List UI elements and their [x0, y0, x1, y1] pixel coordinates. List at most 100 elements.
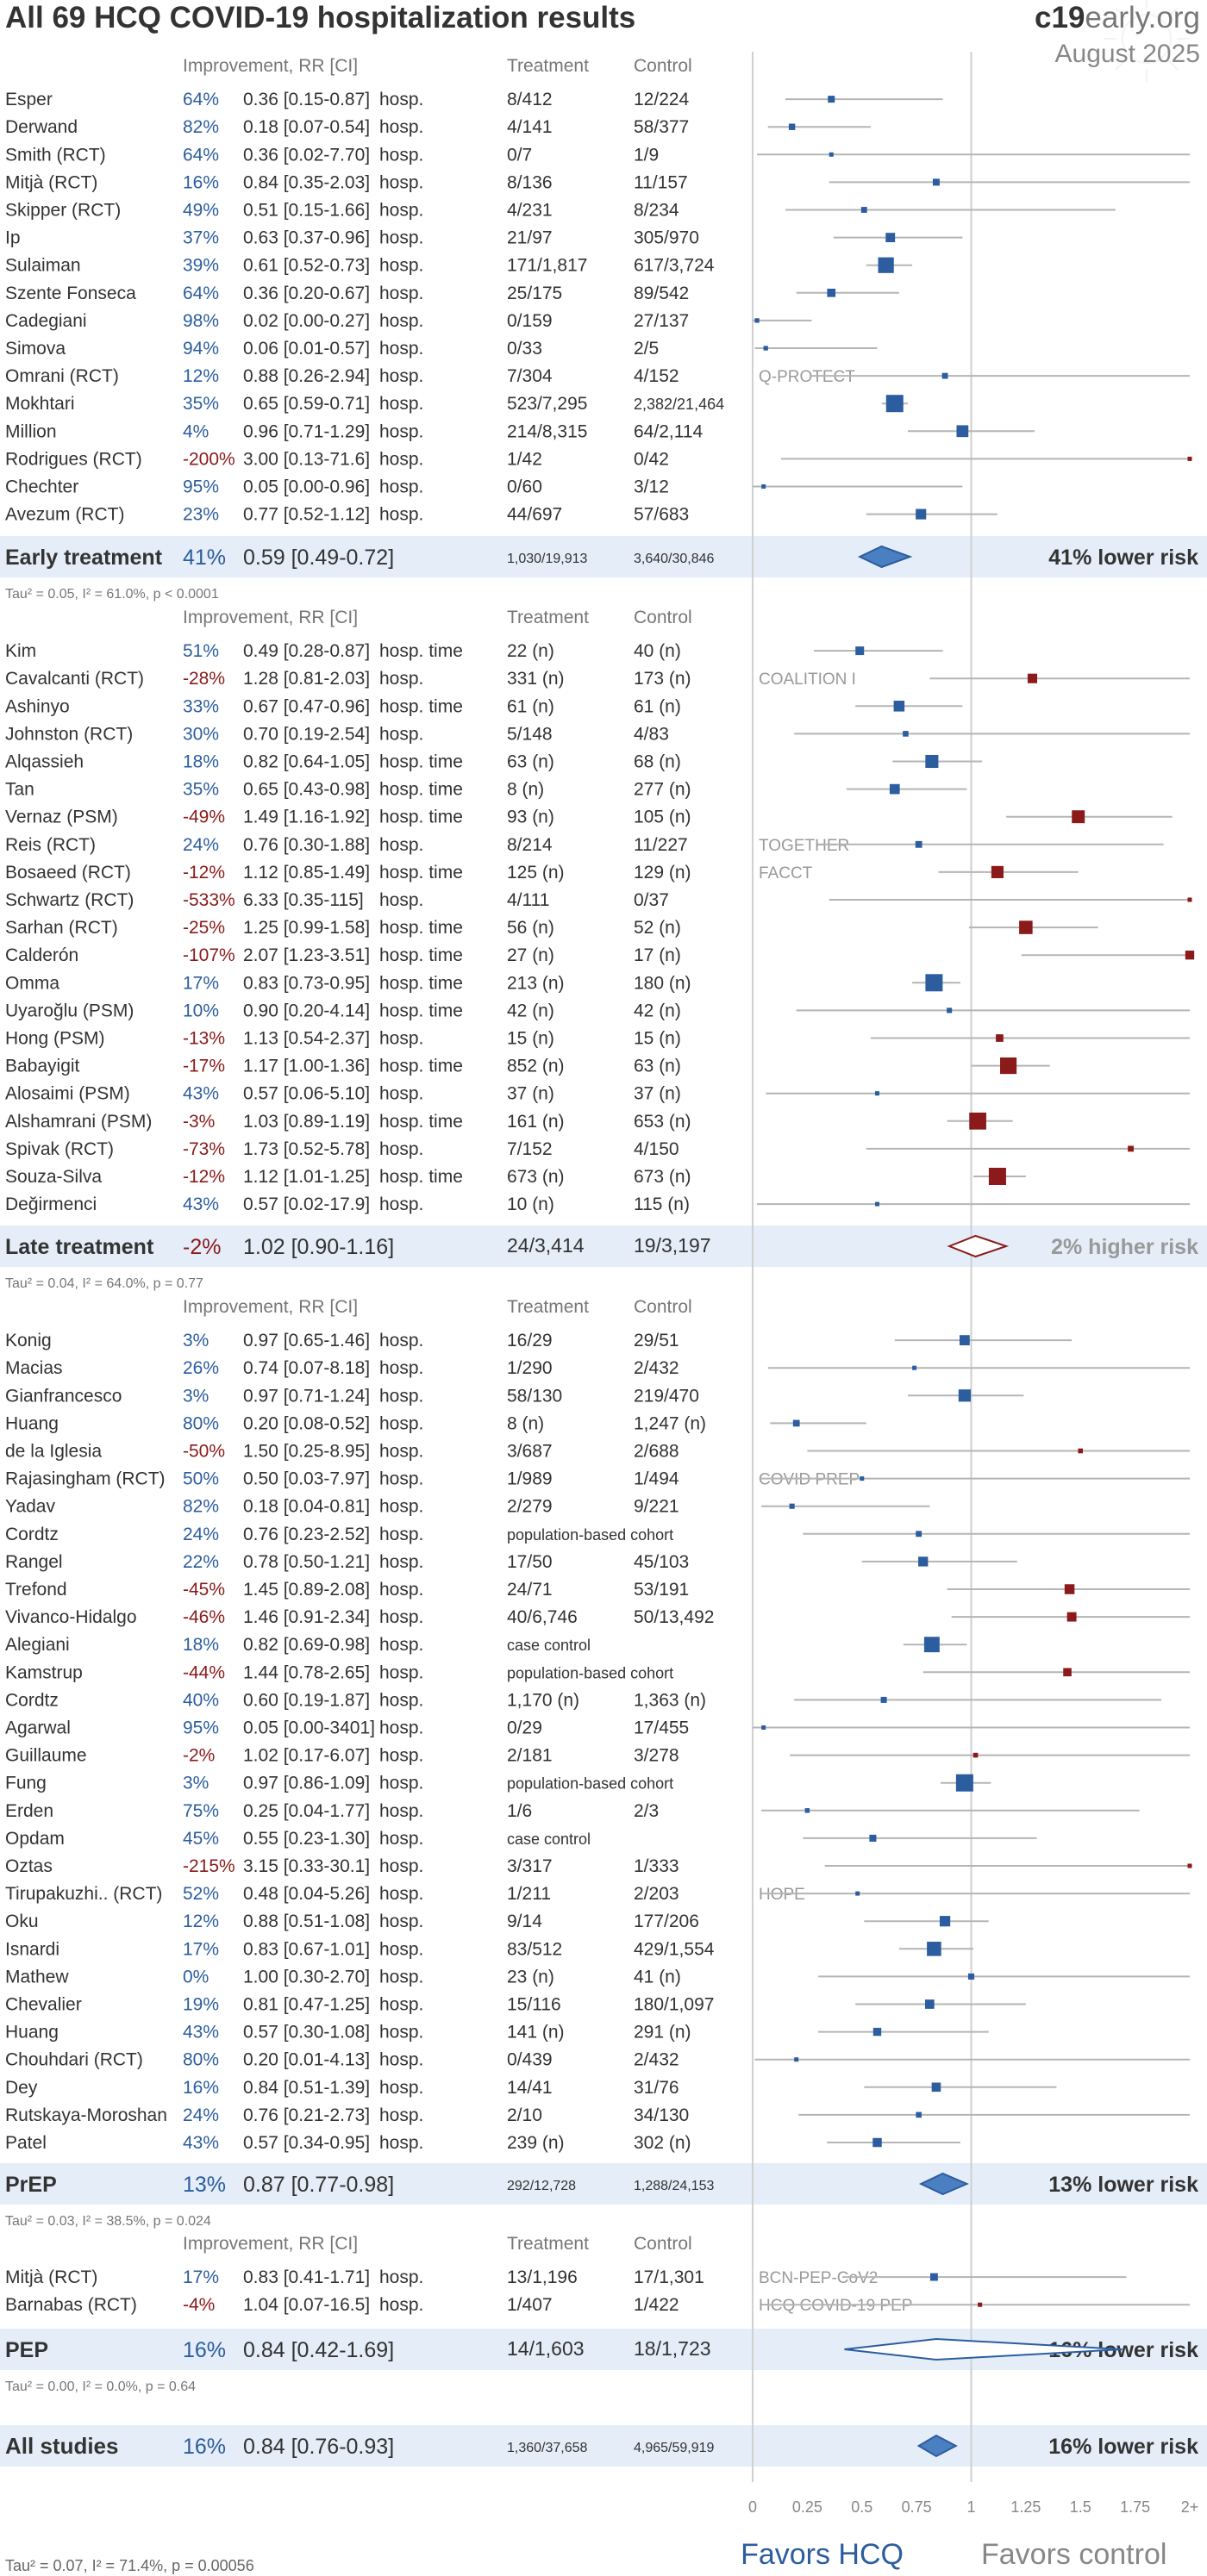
study-outcome: hosp.	[379, 2023, 423, 2043]
study-outcome: hosp.	[379, 1718, 423, 1738]
study-improvement: 18%	[183, 752, 219, 772]
study-name: Spivak (RCT)	[5, 1139, 114, 1159]
study-outcome: hosp.	[379, 90, 423, 109]
study-point-estimate	[829, 152, 834, 157]
study-point-estimate	[932, 178, 940, 186]
study-outcome: hosp.	[379, 1552, 423, 1572]
study-point-estimate	[959, 1335, 970, 1345]
study-point-estimate	[1187, 1863, 1192, 1868]
study-name: Alegiani	[5, 1635, 70, 1655]
study-name: Mitjà (RCT)	[5, 2267, 97, 2287]
study-trial-tag: BCN-PEP-CoV2	[759, 2269, 878, 2287]
study-outcome: hosp. time	[379, 1001, 463, 1020]
study-control-count: 219/470	[634, 1386, 699, 1406]
study-name: Omrani (RCT)	[5, 366, 119, 386]
study-treatment-count: 2/10	[507, 2105, 542, 2125]
study-point-estimate	[828, 96, 835, 103]
study-outcome: hosp.	[379, 1413, 423, 1433]
study-treatment-count: 42 (n)	[507, 1001, 554, 1020]
study-rr-ci: 0.57 [0.06-5.10]	[243, 1084, 370, 1104]
study-treatment-count: 8 (n)	[507, 1413, 544, 1433]
study-improvement: 16%	[183, 2078, 219, 2098]
study-rr-ci: 0.83 [0.67-1.01]	[243, 1939, 370, 1959]
summary-improvement: 41%	[183, 546, 226, 570]
study-treatment-count: 15/116	[507, 1995, 561, 2015]
study-rr-ci: 0.96 [0.71-1.29]	[243, 421, 370, 441]
study-control-count: 52 (n)	[634, 918, 681, 938]
study-point-estimate	[1066, 1612, 1077, 1622]
study-rr-ci: 1.00 [0.30-2.70]	[243, 1967, 370, 1987]
study-control-count: 0/37	[634, 890, 669, 910]
study-name: Macias	[5, 1358, 63, 1378]
study-treatment-count: 83/512	[507, 1939, 562, 1959]
summary-label: PrEP	[5, 2173, 57, 2197]
favors-control-label: Favors control	[981, 2538, 1166, 2571]
study-name: Kim	[5, 641, 36, 661]
study-rr-ci: 0.65 [0.59-0.71]	[243, 394, 370, 414]
study-outcome: hosp.	[379, 2078, 423, 2098]
study-treatment-count: 7/304	[507, 366, 553, 386]
study-name: Cordtz	[5, 1525, 59, 1544]
study-treatment-count: 25/175	[507, 284, 562, 303]
summary-heterogeneity: Tau² = 0.00, I² = 0.0%, p = 0.64	[5, 2380, 196, 2394]
study-improvement: 80%	[183, 2050, 219, 2070]
study-improvement: 43%	[183, 1194, 219, 1214]
study-improvement: -28%	[183, 669, 225, 689]
study-treatment-count: 0/7	[507, 145, 532, 165]
study-treatment-count: 56 (n)	[507, 918, 554, 938]
study-improvement: 43%	[183, 1084, 219, 1104]
study-improvement: -107%	[183, 945, 235, 965]
study-rr-ci: 1.28 [0.81-2.03]	[243, 669, 370, 689]
study-outcome: hosp.	[379, 505, 423, 525]
study-outcome: hosp. time	[379, 863, 463, 883]
study-control-count: 89/542	[634, 284, 689, 303]
study-outcome: hosp.	[379, 1358, 423, 1378]
study-rr-ci: 1.45 [0.89-2.08]	[243, 1580, 370, 1600]
study-improvement: 75%	[183, 1801, 219, 1821]
study-improvement: 26%	[183, 1358, 219, 1378]
study-rr-ci: 0.83 [0.41-1.71]	[243, 2267, 370, 2287]
study-point-estimate	[969, 1112, 986, 1130]
study-point-estimate	[860, 207, 867, 213]
study-improvement: -50%	[183, 1442, 225, 1462]
study-point-estimate	[1187, 897, 1192, 902]
overall-improvement: 16%	[183, 2435, 226, 2459]
study-control-count: 17/455	[634, 1718, 689, 1738]
summary-heterogeneity: Tau² = 0.05, I² = 61.0%, p < 0.0001	[5, 587, 219, 602]
study-improvement: 3%	[183, 1774, 209, 1793]
study-improvement: -200%	[183, 449, 235, 469]
study-point-estimate	[978, 2302, 983, 2307]
study-improvement: -45%	[183, 1580, 225, 1600]
study-trial-tag: TOGETHER	[759, 837, 849, 855]
study-outcome: hosp.	[379, 2105, 423, 2125]
study-outcome: hosp.	[379, 1856, 423, 1876]
study-treatment-count: 7/152	[507, 1139, 553, 1159]
study-treatment-count: 1/989	[507, 1469, 553, 1489]
study-name: Smith (RCT)	[5, 145, 106, 165]
study-name: Agarwal	[5, 1718, 71, 1738]
column-header-treatment: Treatment	[507, 2234, 589, 2254]
study-name: Rutskaya-Moroshan	[5, 2105, 167, 2125]
study-treatment-count: 0/33	[507, 339, 542, 359]
study-treatment-count: 3/317	[507, 1856, 553, 1876]
study-name: Calderón	[5, 945, 78, 965]
study-point-estimate	[855, 646, 865, 656]
study-outcome: hosp.	[379, 256, 423, 276]
study-point-estimate	[1185, 951, 1195, 960]
study-treatment-count: 13/1,196	[507, 2267, 578, 2287]
study-control-count: 1/494	[634, 1469, 679, 1489]
study-improvement: -12%	[183, 863, 225, 883]
column-header-improvement: Improvement, RR [CI]	[183, 2234, 358, 2254]
study-outcome: hosp.	[379, 394, 423, 414]
study-point-estimate	[761, 484, 766, 489]
study-rr-ci: 1.17 [1.00-1.36]	[243, 1057, 370, 1076]
summary-label: Late treatment	[5, 1235, 154, 1259]
study-treatment-count: 0/60	[507, 477, 542, 497]
study-treatment-count: 0/29	[507, 1718, 542, 1738]
study-control-count: 129 (n)	[634, 863, 691, 883]
study-outcome: hosp.	[379, 1139, 423, 1159]
study-improvement: 18%	[183, 1635, 219, 1655]
study-outcome: hosp. time	[379, 752, 463, 772]
study-treatment-count: 21/97	[507, 228, 553, 248]
study-treatment-count: 4/141	[507, 117, 553, 137]
